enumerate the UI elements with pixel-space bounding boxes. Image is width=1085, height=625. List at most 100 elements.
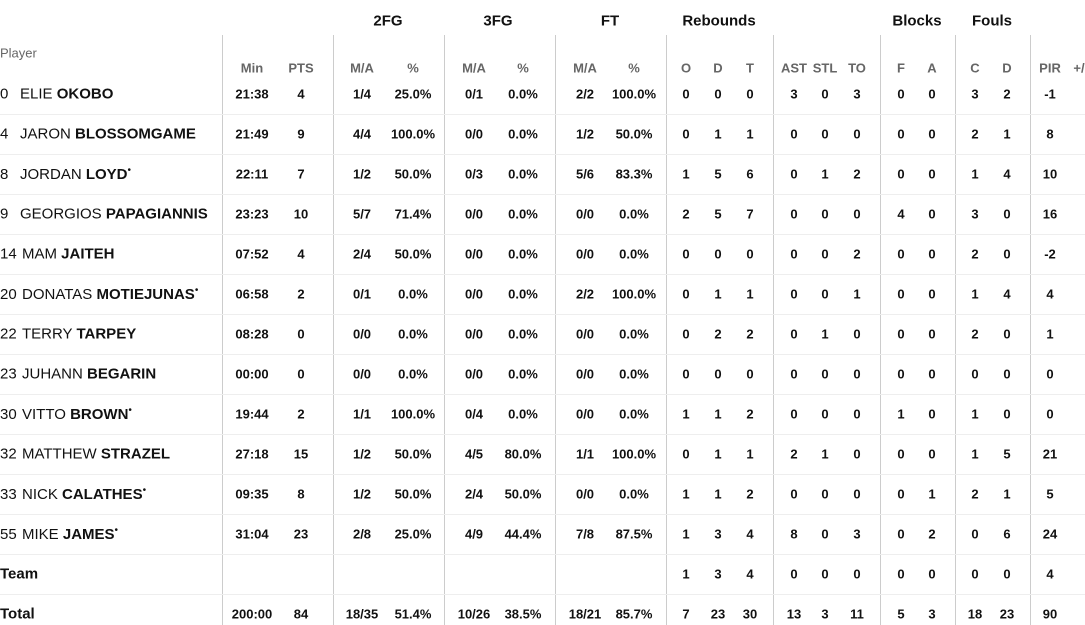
stat-cell: 90 <box>1042 606 1058 622</box>
stat-cell: 0 <box>746 246 754 262</box>
stat-cell: 0 <box>821 126 829 142</box>
stat-cell: 21 <box>1042 446 1058 462</box>
stat-cell: 0 <box>790 166 798 182</box>
stat-cell: 1/2 <box>352 486 372 502</box>
stat-cell: 0/0 <box>464 366 484 382</box>
stat-cell: 1 <box>714 406 722 422</box>
stat-cell: 3 <box>821 606 829 622</box>
stat-cell: 0 <box>897 326 905 342</box>
player-name: 4 JARON BLOSSOMGAME <box>0 126 196 143</box>
row-divider <box>0 474 1085 475</box>
stat-cell: 0 <box>897 126 905 142</box>
group-header: Rebounds <box>682 12 756 30</box>
stat-cell: 0.0% <box>508 86 538 102</box>
stat-cell: 0 <box>714 246 722 262</box>
stat-cell: 0 <box>790 286 798 302</box>
stat-cell: 0.0% <box>619 486 649 502</box>
column-header: % <box>407 60 419 76</box>
stat-cell: 1/1 <box>352 406 372 422</box>
stat-cell: 50.0% <box>394 246 432 262</box>
player-number: 30 <box>0 406 17 423</box>
stat-cell: 0/0 <box>464 206 484 222</box>
stat-cell: 22:11 <box>235 166 269 182</box>
stat-cell: 50.0% <box>394 166 432 182</box>
column-header: D <box>1002 60 1012 76</box>
stat-cell: 2 <box>928 526 936 542</box>
first-name: MATTHEW <box>22 445 97 463</box>
stat-cell: 1 <box>714 446 722 462</box>
stat-cell: 0 <box>928 246 936 262</box>
stat-cell: 0 <box>821 246 829 262</box>
stat-cell: 0.0% <box>398 326 428 342</box>
stat-cell: 4 <box>1003 286 1011 302</box>
stat-cell: 0 <box>928 166 936 182</box>
stat-cell: 2 <box>853 246 861 262</box>
stat-cell: 0/0 <box>575 206 595 222</box>
stat-cell: 1 <box>821 446 829 462</box>
player-name: 23 JUHANN BEGARIN <box>0 366 156 383</box>
stat-cell: 08:28 <box>235 326 269 342</box>
column-divider <box>333 35 334 625</box>
column-header: M/A <box>350 60 374 76</box>
stat-cell: 1 <box>1003 126 1011 142</box>
player-number: 23 <box>0 365 17 383</box>
column-header: Player <box>0 45 37 61</box>
row-divider <box>0 154 1085 155</box>
stat-cell: 0 <box>928 326 936 342</box>
stat-cell: 0 <box>971 526 979 542</box>
last-name: MOTIEJUNAS <box>96 286 195 303</box>
column-header: O <box>680 60 692 76</box>
first-name: DONATAS <box>22 286 93 303</box>
stat-cell: 4/5 <box>464 446 484 462</box>
stat-cell: 1 <box>682 166 690 182</box>
stat-cell: 0.0% <box>508 366 538 382</box>
stat-cell: 5/7 <box>352 206 372 222</box>
stat-cell: 0.0% <box>508 286 538 302</box>
stat-cell: 4 <box>1046 286 1054 302</box>
stat-cell: 0 <box>853 206 861 222</box>
stat-cell: 0 <box>897 366 905 382</box>
stat-cell: -2 <box>1044 246 1056 262</box>
row-divider <box>0 274 1085 275</box>
stat-cell: 1 <box>682 526 690 542</box>
stat-cell: 1 <box>971 446 979 462</box>
stat-cell: 0 <box>821 406 829 422</box>
player-number: 55 <box>0 526 17 543</box>
stat-cell: 0/0 <box>464 246 484 262</box>
stat-cell: 3 <box>853 86 861 102</box>
stat-cell: 1 <box>928 486 936 502</box>
player-name: 30 VITTO BROWN• <box>0 405 132 423</box>
stat-cell: 0 <box>1003 406 1011 422</box>
column-header: F <box>897 60 905 76</box>
player-name: 0 ELIE OKOBO <box>0 86 113 103</box>
stat-cell: 23 <box>293 526 309 542</box>
stat-cell: 50.0% <box>615 126 653 142</box>
stat-cell: 18/35 <box>345 606 379 622</box>
last-name: JAMES <box>62 526 115 543</box>
stat-cell: 0 <box>821 486 829 502</box>
stat-cell: 1 <box>682 486 690 502</box>
stat-cell: 50.0% <box>394 486 432 502</box>
stat-cell: 100.0% <box>611 446 657 462</box>
stat-cell: 7 <box>746 206 754 222</box>
stat-cell: 24 <box>1042 526 1058 542</box>
stat-cell: 0 <box>790 326 798 342</box>
stat-cell: 0.0% <box>619 406 649 422</box>
stat-cell: 2 <box>971 246 979 262</box>
stat-cell: 2/4 <box>464 486 484 502</box>
player-name: 22 TERRY TARPEY <box>0 326 136 343</box>
stat-cell: 0/0 <box>575 486 595 502</box>
stat-cell: 2 <box>790 446 798 462</box>
row-divider <box>0 514 1085 515</box>
stat-cell: 0 <box>821 366 829 382</box>
column-divider <box>773 35 774 625</box>
stat-cell: 0/0 <box>575 246 595 262</box>
stat-cell: 2 <box>971 126 979 142</box>
stat-cell: 0.0% <box>508 166 538 182</box>
stat-cell: 200:00 <box>231 606 273 622</box>
row-divider <box>0 434 1085 435</box>
player-number: 32 <box>0 445 17 463</box>
stat-cell: 51.4% <box>394 606 432 622</box>
last-name: BEGARIN <box>87 365 157 383</box>
last-name: CALATHES <box>62 486 143 503</box>
